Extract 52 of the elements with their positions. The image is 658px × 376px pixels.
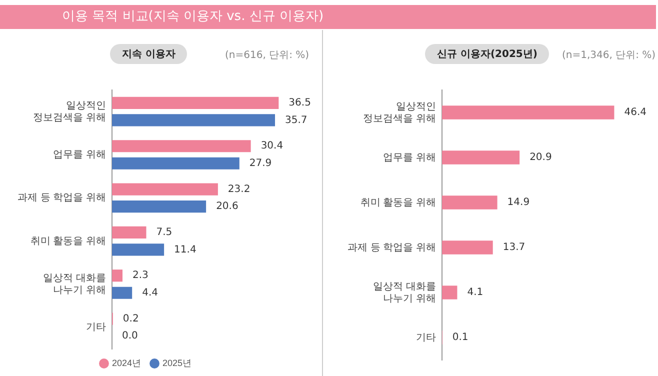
bar (112, 96, 279, 109)
bar (442, 106, 614, 120)
bar (112, 270, 123, 282)
data-label: 2.3 (132, 270, 148, 282)
bar (112, 286, 132, 299)
data-label: 4.4 (142, 287, 158, 298)
data-label: 4.1 (467, 287, 484, 298)
data-label: 0.0 (122, 330, 138, 342)
bar (112, 140, 251, 152)
y-tick-label: 일상적 대화를 나누기 위해 (373, 281, 436, 304)
y-tick-label: 일상적 대화를 나누기 위해 (43, 273, 106, 296)
y-tick-label: 과제 등 학업을 위해 (348, 242, 436, 254)
data-label: 46.4 (624, 107, 646, 118)
bar (112, 114, 276, 126)
y-tick-label: 기타 (86, 322, 106, 334)
bar (112, 226, 146, 238)
y-tick-label: 일상적인 정보검색을 위해 (363, 101, 436, 124)
y-tick-label: 일상적인 정보검색을 위해 (33, 100, 106, 124)
y-tick-label: 업무를 위해 (383, 152, 436, 164)
bar (112, 200, 206, 213)
legend-label: 2025년 (162, 358, 192, 368)
data-label: 0.2 (122, 313, 139, 324)
data-label: 20.9 (530, 152, 552, 164)
y-tick-label: 업무를 위해 (53, 150, 106, 160)
data-label: 7.5 (156, 227, 172, 238)
y-tick-label: 취미 활동을 위해 (360, 197, 436, 208)
data-label: 20.6 (216, 201, 238, 212)
bar (442, 150, 520, 164)
data-label: 11.4 (174, 244, 196, 256)
y-tick-label: 기타 (416, 332, 436, 344)
bar (112, 183, 218, 196)
bar (112, 244, 164, 256)
data-label: 30.4 (260, 140, 284, 152)
chart-subtitle: (n=1,346, 단위: %) (562, 49, 656, 62)
bar (442, 240, 493, 254)
chart-title: 신규 이용자(2025년) (425, 44, 550, 64)
bar (442, 286, 458, 300)
chart-subtitle: (n=616, 단위: %) (225, 49, 310, 62)
bar (442, 196, 498, 210)
data-label: 14.9 (507, 197, 530, 208)
y-tick-label: 취미 활동을 위해 (30, 236, 106, 247)
data-label: 36.5 (288, 98, 311, 109)
bar (112, 157, 240, 170)
data-label: 35.7 (285, 114, 308, 126)
data-label: 13.7 (502, 242, 526, 254)
y-tick-label: 과제 등 학업을 위해 (18, 192, 106, 204)
data-label: 27.9 (249, 158, 272, 169)
text: 이용 목적 비교(지속 이용자 vs. 신규 이용자) (0, 5, 656, 29)
legend-label: 2024년 (112, 358, 142, 368)
chart-title: 지속 이용자 (110, 44, 188, 64)
data-label: 23.2 (228, 184, 250, 195)
data-label: 0.1 (452, 332, 468, 344)
